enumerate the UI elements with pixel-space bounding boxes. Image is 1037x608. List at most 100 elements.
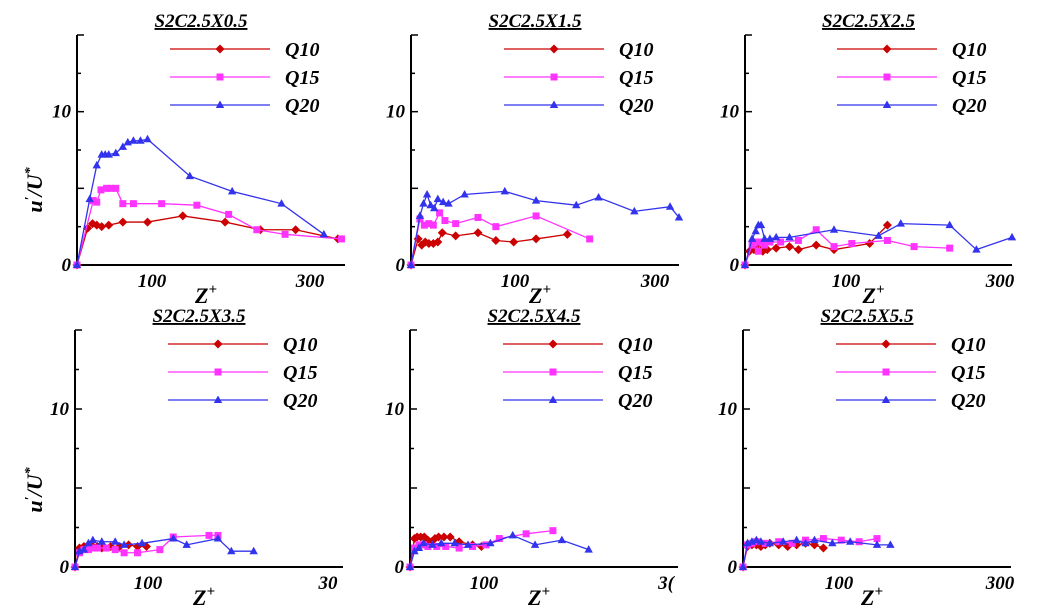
data-point <box>509 237 519 247</box>
data-point <box>420 221 428 229</box>
data-point <box>118 142 128 150</box>
legend-entry-q10: Q10 <box>503 334 652 356</box>
data-point <box>429 221 437 229</box>
data-point <box>103 184 111 192</box>
data-point <box>584 545 593 553</box>
legend-label: Q15 <box>951 362 985 384</box>
series-line <box>744 222 1013 266</box>
y-axis-label-bottom: u′/U* <box>22 466 47 512</box>
data-point <box>761 539 769 547</box>
data-point <box>788 539 796 547</box>
legend-marker <box>881 339 891 349</box>
data-point <box>134 549 142 557</box>
legend-label: Q20 <box>283 390 317 412</box>
data-point <box>428 540 437 548</box>
legend-marker <box>549 100 559 108</box>
legend-label: Q15 <box>618 362 652 384</box>
legend: Q10 Q15 Q20 <box>168 334 317 412</box>
data-point <box>455 544 463 552</box>
data-point <box>463 540 473 548</box>
data-point <box>112 184 120 192</box>
data-point <box>756 220 766 229</box>
chart-title: S2C2.5X1.5 <box>489 11 582 32</box>
data-point <box>848 240 856 248</box>
data-point <box>158 200 166 208</box>
data-point <box>426 200 435 209</box>
data-point <box>433 542 441 550</box>
chart-panel-6: S2C2.5X5.5 0 10 100 300 Z+ Q10 Q15 Q20 <box>718 306 1015 608</box>
data-point <box>93 198 101 206</box>
data-point <box>811 240 821 250</box>
data-point <box>88 535 98 544</box>
legend-marker <box>216 73 224 81</box>
y-tick-label: 0 <box>728 557 738 578</box>
legend-label: Q20 <box>619 95 653 117</box>
data-point <box>819 535 827 543</box>
legend-label: Q15 <box>952 67 986 89</box>
data-point <box>79 545 89 553</box>
data-point <box>785 242 794 252</box>
data-point <box>277 199 286 207</box>
series-line <box>76 187 342 266</box>
data-point <box>757 238 765 246</box>
legend-marker <box>548 395 558 403</box>
data-point <box>143 217 153 227</box>
x-tick-label: 100 <box>134 573 163 594</box>
data-point <box>156 546 164 554</box>
x-axis-label: Z+ <box>194 282 217 308</box>
data-point <box>451 231 461 241</box>
data-point <box>72 260 82 268</box>
data-point <box>119 540 129 548</box>
chart-panel-1: S2C2.5X0.5 0 10 100 300 Z+ Q10 Q15 Q20 <box>52 11 345 308</box>
legend-entry-q10: Q10 <box>504 39 653 61</box>
data-point <box>771 232 781 241</box>
data-point <box>89 197 97 205</box>
y-tick-label: 0 <box>730 255 740 276</box>
legend-marker <box>883 73 891 81</box>
data-point <box>549 527 557 535</box>
x-tick-label: 300 <box>985 573 1015 594</box>
y-tick-label: 10 <box>718 399 738 420</box>
legend-label: Q10 <box>283 334 317 356</box>
legend: Q10 Q15 Q20 <box>837 39 986 117</box>
data-point <box>419 538 428 547</box>
data-point <box>405 562 415 570</box>
x-tick-label: 3( <box>657 573 676 594</box>
x-tick-label: 300 <box>985 271 1015 292</box>
data-point <box>111 537 120 545</box>
data-point <box>946 244 954 252</box>
data-point <box>102 544 110 552</box>
data-point <box>910 243 918 251</box>
legend: Q10 Q15 Q20 <box>504 39 653 117</box>
legend-entry-q15: Q15 <box>504 67 653 89</box>
data-point <box>441 217 449 225</box>
data-point <box>872 540 882 548</box>
data-point <box>674 212 684 221</box>
data-point <box>438 197 448 206</box>
data-point <box>665 202 675 210</box>
data-point <box>129 136 138 144</box>
legend-entry-q10: Q10 <box>168 334 317 356</box>
data-point <box>434 532 444 542</box>
data-point <box>846 537 855 545</box>
legend-entry-q20: Q20 <box>168 390 317 412</box>
x-axis-label: Z+ <box>192 584 215 608</box>
legend-label: Q10 <box>618 334 652 356</box>
legend-entry-q10: Q10 <box>836 334 985 356</box>
legend-label: Q20 <box>951 390 985 412</box>
data-point <box>319 229 329 238</box>
data-point <box>97 186 105 194</box>
data-point <box>760 234 769 242</box>
legend-marker <box>882 100 892 108</box>
legend-marker <box>550 73 558 81</box>
data-point <box>169 534 178 542</box>
legend-entry-q20: Q20 <box>170 95 319 117</box>
x-tick-label: 100 <box>832 271 861 292</box>
data-point <box>482 541 490 549</box>
data-point <box>89 544 97 552</box>
data-point <box>873 535 881 543</box>
data-point <box>227 546 236 555</box>
x-axis-label: Z+ <box>528 282 551 308</box>
data-point <box>500 186 509 195</box>
